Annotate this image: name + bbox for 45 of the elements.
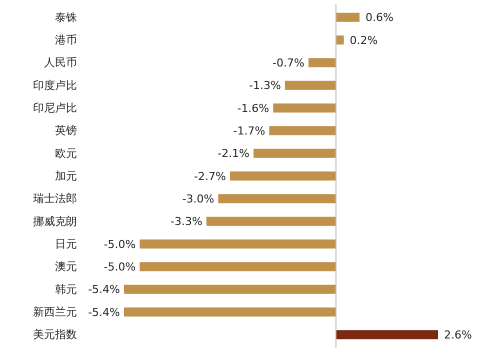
bar (206, 216, 336, 226)
y-tick-label: 印度卢比 (33, 78, 77, 92)
y-tick-label: 印尼卢比 (33, 102, 77, 115)
bar (140, 262, 336, 272)
y-tick-label: 瑞士法郎 (33, 192, 77, 206)
data-label: -1.6% (237, 102, 270, 115)
y-tick-label: 挪威克朗 (33, 214, 77, 228)
bar (273, 103, 336, 113)
data-label: -5.4% (88, 306, 120, 319)
data-label: -2.7% (194, 170, 226, 183)
data-label: -3.0% (182, 192, 214, 206)
y-tick-label: 日元 (55, 238, 77, 251)
bar (218, 194, 336, 204)
y-tick-label: 韩元 (55, 282, 77, 296)
bar (336, 12, 360, 22)
data-label: 0.6% (366, 11, 394, 24)
bar (140, 239, 336, 249)
data-label: -3.3% (170, 215, 202, 228)
y-tick-label: 泰铢 (55, 10, 77, 24)
data-label: -1.3% (249, 79, 281, 92)
bar (308, 58, 336, 68)
data-label: -5.0% (104, 238, 136, 251)
y-tick-label: 新西兰元 (33, 306, 77, 319)
y-tick-label: 英镑 (55, 124, 77, 138)
y-tick-label: 加元 (55, 170, 77, 183)
data-label: -5.0% (104, 260, 136, 274)
y-tick-label: 欧元 (55, 146, 77, 160)
data-label: -1.7% (233, 124, 266, 138)
bar (124, 307, 336, 317)
data-label: -5.4% (88, 283, 120, 296)
bar (336, 330, 438, 340)
data-label: -0.7% (272, 56, 304, 70)
y-tick-label: 澳元 (55, 260, 77, 274)
y-tick-label: 人民币 (44, 56, 77, 70)
bar (230, 171, 336, 181)
bar (269, 126, 336, 136)
bar (284, 80, 336, 90)
data-label: -2.1% (218, 147, 250, 160)
data-label: 0.2% (350, 34, 378, 47)
y-tick-label: 美元指数 (33, 328, 77, 342)
bar (336, 35, 344, 45)
bar (254, 148, 336, 158)
data-label: 2.6% (444, 328, 472, 342)
bar (124, 284, 336, 294)
y-tick-label: 港币 (55, 34, 77, 47)
